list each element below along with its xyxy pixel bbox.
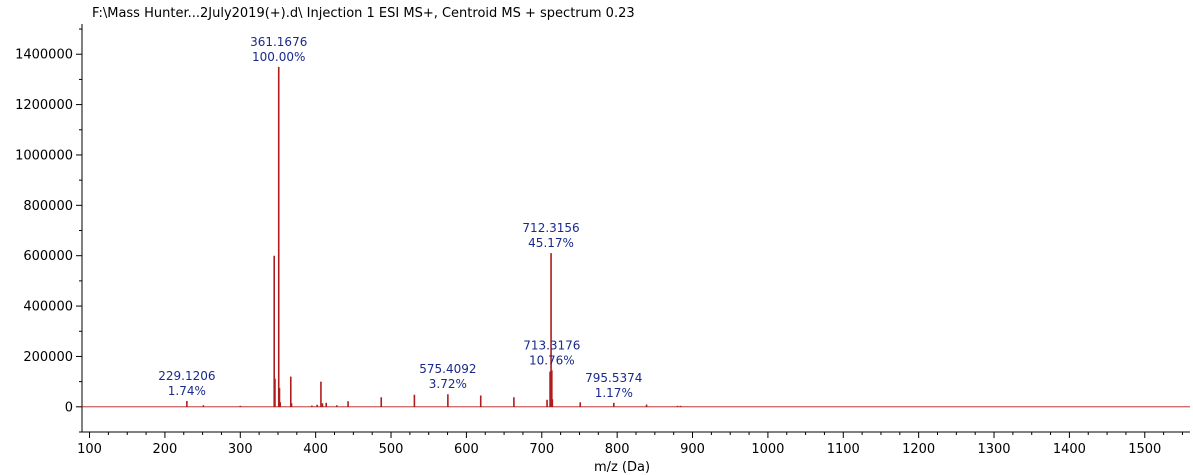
peaks-layer xyxy=(186,66,682,407)
x-tick-label: 900 xyxy=(680,442,705,457)
x-tick-label: 1100 xyxy=(827,442,860,457)
x-tick-label: 600 xyxy=(454,442,479,457)
x-tick-label: 100 xyxy=(77,442,102,457)
y-tick-label: 400000 xyxy=(23,300,73,315)
y-tick-label: 1400000 xyxy=(15,48,73,63)
y-tick-label: 600000 xyxy=(23,249,73,264)
x-tick-label: 1200 xyxy=(902,442,935,457)
x-tick-label: 1000 xyxy=(751,442,784,457)
peak-label-percent: 10.76% xyxy=(529,353,575,367)
x-axis-label: m/z (Da) xyxy=(594,460,650,475)
peak-label-mz: 361.1676 xyxy=(250,35,307,49)
x-tick-label: 200 xyxy=(152,442,177,457)
chart-title: F:\Mass Hunter...2July2019(+).d\ Injecti… xyxy=(92,6,635,21)
x-tick-label: 1300 xyxy=(977,442,1010,457)
x-tick-label: 800 xyxy=(605,442,630,457)
x-tick-label: 400 xyxy=(303,442,328,457)
x-axis: 100 200 300 400 500 600 700 800 900 1000 1100 1200 1… xyxy=(77,432,1183,457)
x-tick-label: 1500 xyxy=(1128,442,1161,457)
peak-label-mz: 575.4092 xyxy=(419,362,476,376)
y-axis: 0 200000 400000 600000 800000 1000000 1200000 1… xyxy=(15,28,82,433)
y-tick-label: 1000000 xyxy=(15,148,73,163)
x-tick-label: 1400 xyxy=(1053,442,1086,457)
peak-label-percent: 45.17% xyxy=(528,236,574,250)
x-tick-label: 700 xyxy=(529,442,554,457)
peak-label-mz: 712.3156 xyxy=(522,221,579,235)
y-tick-label: 200000 xyxy=(23,350,73,365)
y-tick-label: 800000 xyxy=(23,199,73,214)
x-tick-label: 300 xyxy=(228,442,253,457)
peak-label-mz: 229.1206 xyxy=(158,369,215,383)
y-tick-label: 1200000 xyxy=(15,98,73,113)
x-tick-label: 500 xyxy=(379,442,404,457)
peak-label-percent: 1.74% xyxy=(168,384,206,398)
peak-label-percent: 100.00% xyxy=(252,50,305,64)
peak-label-percent: 1.17% xyxy=(595,386,633,400)
y-tick-label: 0 xyxy=(65,400,73,415)
peak-label-mz: 795.5374 xyxy=(585,371,642,385)
peak-label-percent: 3.72% xyxy=(429,377,467,391)
peak-label-mz: 713.3176 xyxy=(523,338,580,352)
